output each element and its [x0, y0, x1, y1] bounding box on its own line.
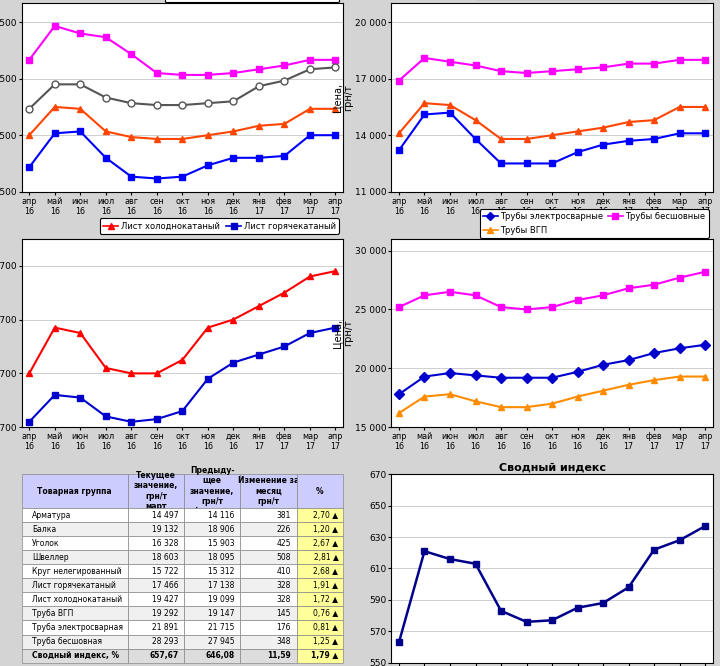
Title: Сводный индекс: Сводный индекс [498, 462, 606, 472]
Legend: Трубы электросварные, Трубы ВГП, Трубы бесшовные: Трубы электросварные, Трубы ВГП, Трубы б… [480, 209, 708, 238]
Y-axis label: Цена,
грн/т: Цена, грн/т [332, 83, 354, 112]
Y-axis label: Цена,
грн/т: Цена, грн/т [332, 318, 354, 348]
Legend: Арматура, Балка двутавровая, Уголок, Швеллер: Арматура, Балка двутавровая, Уголок, Шве… [165, 0, 339, 3]
Legend: Лист холоднокатаный, Лист горячекатаный: Лист холоднокатаный, Лист горячекатаный [99, 218, 339, 234]
